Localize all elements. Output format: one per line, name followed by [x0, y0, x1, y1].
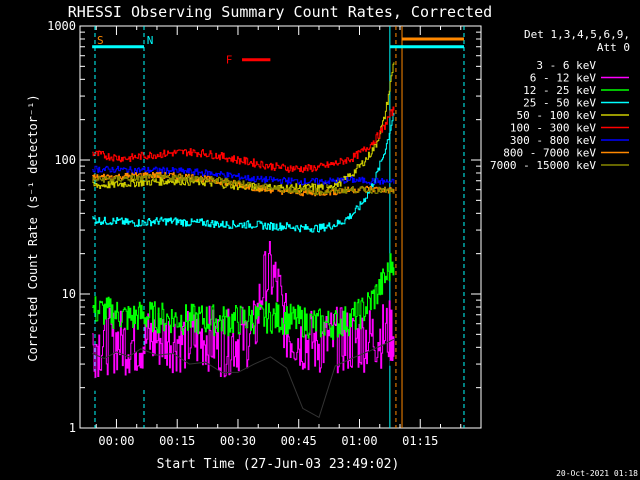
- legend-label: 300 - 800 keV: [510, 134, 596, 147]
- segment-bars: [92, 37, 464, 62]
- annotation-n: N: [147, 34, 154, 47]
- annotation-f: F: [226, 54, 233, 67]
- series-100-300keV-line: [92, 106, 395, 173]
- annotations: S N F: [97, 34, 232, 67]
- y-tick-label: 1: [69, 421, 76, 435]
- legend-label: 12 - 25 keV: [523, 84, 596, 97]
- legend-label: 50 - 100 keV: [517, 109, 597, 122]
- chart-title: RHESSI Observing Summary Count Rates, Co…: [68, 3, 492, 21]
- series-lines: [92, 62, 395, 428]
- plot-border: [79, 25, 482, 429]
- plot-frame: [79, 25, 482, 429]
- y-axis-label: Corrected Count Rate (s⁻¹ detector⁻¹): [26, 94, 40, 361]
- legend-header-line-1: Det 1,3,4,5,6,9,: [524, 28, 630, 41]
- legend-header-line-2: Att 0: [597, 41, 630, 54]
- legend-label: 7000 - 15000 keV: [490, 159, 596, 172]
- x-tick-label: 00:00: [98, 434, 134, 448]
- series-7000-15000keV-line: [92, 173, 395, 196]
- legend-label: 6 - 12 keV: [530, 72, 597, 85]
- x-tick-label: 00:45: [281, 434, 317, 448]
- annotation-s: S: [97, 34, 104, 47]
- y-tick-label: 1000: [47, 19, 76, 33]
- x-tick-label: 00:30: [220, 434, 256, 448]
- legend-label: 25 - 50 keV: [523, 97, 596, 110]
- x-tick-label: 01:00: [341, 434, 377, 448]
- x-tick-label: 01:15: [402, 434, 438, 448]
- vertical-markers: [94, 26, 465, 428]
- legend-label: 800 - 7000 keV: [503, 147, 596, 160]
- x-tick-label: 00:15: [159, 434, 195, 448]
- y-tick-label: 100: [54, 153, 76, 167]
- y-tick-label: 10: [62, 287, 76, 301]
- timestamp: 20-Oct-2021 01:18: [556, 469, 638, 478]
- series-3-6keV-line: [92, 300, 395, 428]
- legend-label: 3 - 6 keV: [536, 59, 596, 72]
- legend-label: 100 - 300 keV: [510, 122, 596, 135]
- x-axis-label: Start Time (27-Jun-03 23:49:02): [157, 457, 400, 472]
- series-12-25keV-line: [92, 253, 395, 340]
- axes: 1 10 100 1000 00:00 00:15 00:30 00:45 01:00 01:15: [47, 19, 481, 448]
- series-300-800keV-line: [92, 165, 395, 186]
- series-25-50keV-line: [92, 112, 395, 233]
- series-3-6kev-shadow: [92, 338, 395, 419]
- series-6-12keV-line: [92, 241, 395, 378]
